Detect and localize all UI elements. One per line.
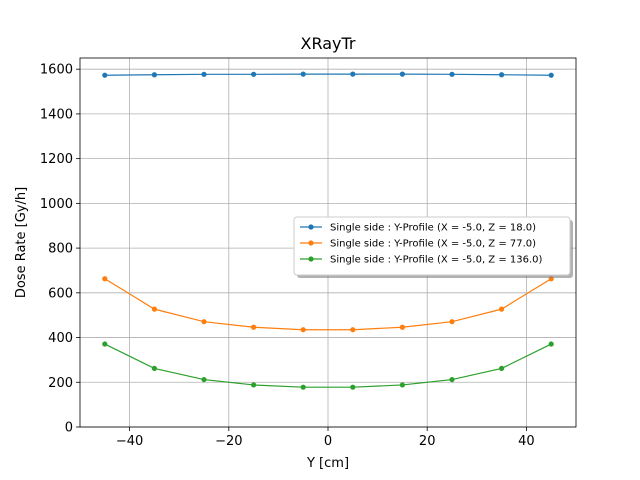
legend: Single side : Y-Profile (X = -5.0, Z = 1… bbox=[293, 216, 573, 278]
y-tick-label: 1000 bbox=[40, 197, 73, 212]
data-point bbox=[449, 71, 455, 77]
x-tick-label: −20 bbox=[215, 434, 242, 449]
data-point bbox=[251, 324, 257, 330]
y-tick-label: 1200 bbox=[40, 152, 73, 167]
series-1 bbox=[102, 71, 554, 78]
data-point bbox=[399, 382, 405, 388]
data-point bbox=[251, 382, 257, 388]
legend-box bbox=[293, 216, 571, 276]
legend-label: Single side : Y-Profile (X = -5.0, Z = 1… bbox=[330, 255, 543, 266]
data-point bbox=[300, 327, 306, 333]
y-tick-label: 600 bbox=[48, 286, 73, 301]
data-point bbox=[201, 71, 207, 77]
legend-entry: Single side : Y-Profile (X = -5.0, Z = 7… bbox=[300, 239, 536, 250]
data-point bbox=[350, 71, 356, 77]
y-tick-label: 1600 bbox=[40, 63, 73, 78]
legend-label: Single side : Y-Profile (X = -5.0, Z = 1… bbox=[330, 223, 536, 234]
data-point bbox=[548, 72, 554, 78]
legend-swatch-marker bbox=[308, 240, 314, 246]
legend-entry: Single side : Y-Profile (X = -5.0, Z = 1… bbox=[300, 255, 543, 266]
y-tick-label: 200 bbox=[48, 376, 73, 391]
data-point bbox=[499, 306, 505, 312]
data-point bbox=[151, 72, 157, 78]
data-point bbox=[350, 327, 356, 333]
data-point bbox=[151, 306, 157, 312]
data-point bbox=[201, 319, 207, 325]
data-point bbox=[449, 376, 455, 383]
series-line bbox=[104, 73, 552, 76]
legend-swatch-marker bbox=[308, 256, 314, 262]
data-point bbox=[201, 376, 207, 383]
data-point bbox=[251, 71, 257, 77]
data-point bbox=[300, 384, 306, 390]
x-tick-label: 0 bbox=[324, 434, 332, 449]
y-tick-label: 400 bbox=[48, 331, 73, 346]
x-tick-label: −40 bbox=[116, 434, 143, 449]
series-2 bbox=[102, 276, 554, 333]
data-point bbox=[399, 71, 405, 77]
chart-title: XRayTr bbox=[301, 34, 356, 53]
data-point bbox=[350, 384, 356, 390]
legend-label: Single side : Y-Profile (X = -5.0, Z = 7… bbox=[330, 239, 536, 250]
x-tick-label: 40 bbox=[518, 434, 535, 449]
series-group bbox=[102, 71, 554, 390]
data-point bbox=[548, 341, 554, 347]
data-point bbox=[102, 72, 108, 78]
data-point bbox=[499, 365, 505, 372]
series-3 bbox=[102, 341, 554, 390]
legend-swatch-marker bbox=[308, 224, 314, 230]
data-point bbox=[499, 72, 505, 78]
y-axis-label: Dose Rate [Gy/h] bbox=[14, 187, 29, 298]
data-point bbox=[449, 319, 455, 325]
data-point bbox=[102, 276, 108, 282]
y-tick-label: 800 bbox=[48, 242, 73, 257]
data-point bbox=[399, 324, 405, 330]
legend-entry: Single side : Y-Profile (X = -5.0, Z = 1… bbox=[300, 223, 536, 234]
x-tick-label: 20 bbox=[419, 434, 436, 449]
y-tick-label: 0 bbox=[65, 421, 73, 436]
data-point bbox=[151, 365, 157, 372]
series-line bbox=[104, 278, 552, 331]
data-point bbox=[300, 71, 306, 77]
data-point bbox=[102, 341, 108, 347]
x-axis-label: Y [cm] bbox=[306, 456, 349, 471]
series-line bbox=[104, 343, 552, 388]
y-tick-label: 1400 bbox=[40, 107, 73, 122]
